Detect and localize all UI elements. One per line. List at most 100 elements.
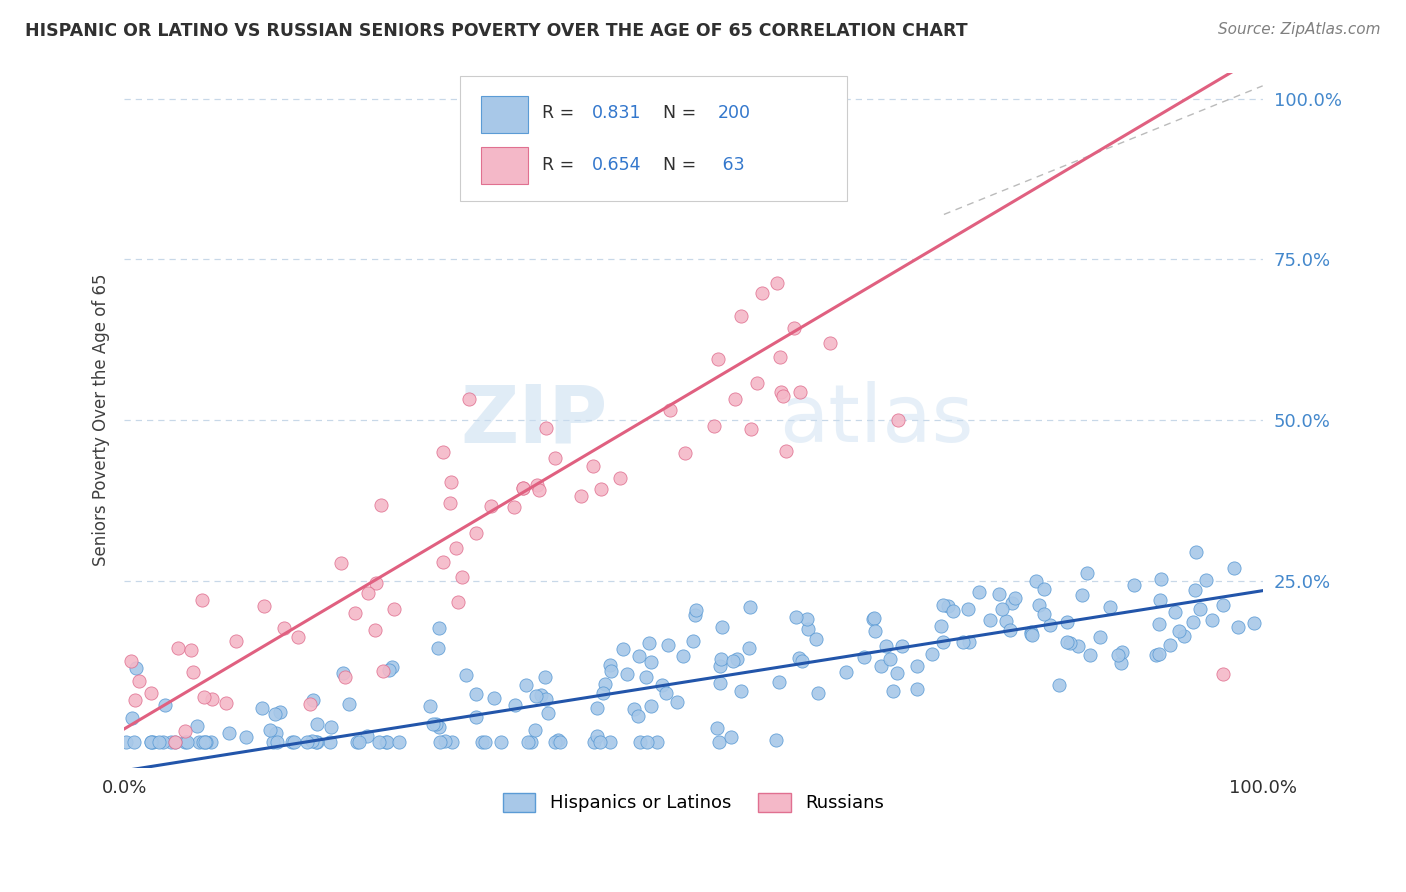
Point (419, 698, 441, 713)
Point (710, 652, 733, 666)
Text: N =: N = (662, 104, 696, 122)
Point (599, 658, 621, 673)
Point (474, 735, 496, 749)
Point (818, 336, 841, 351)
Point (775, 443, 797, 458)
Point (1150, 572, 1173, 586)
Point (1028, 599, 1050, 613)
Point (190, 592, 212, 607)
Point (1182, 615, 1205, 630)
Point (807, 686, 830, 700)
Point (862, 612, 884, 626)
Point (388, 735, 411, 749)
Point (991, 602, 1014, 616)
Point (464, 710, 486, 724)
Point (176, 735, 198, 749)
Point (682, 634, 704, 648)
Point (142, 735, 165, 749)
Point (967, 585, 990, 599)
Point (1056, 635, 1078, 649)
Point (1159, 638, 1181, 652)
Point (115, 735, 138, 749)
Point (343, 606, 366, 620)
Point (370, 498, 392, 512)
FancyBboxPatch shape (481, 96, 529, 134)
Point (740, 422, 762, 436)
Point (1149, 593, 1171, 607)
Point (523, 124, 546, 138)
Point (1019, 627, 1042, 641)
Point (1032, 582, 1054, 596)
Point (139, 686, 162, 700)
Point (585, 701, 607, 715)
Point (356, 729, 378, 743)
Point (673, 446, 696, 460)
Text: R =: R = (543, 156, 579, 174)
Point (1189, 601, 1212, 615)
Point (1147, 616, 1170, 631)
Point (299, 697, 322, 711)
Point (427, 720, 450, 734)
Point (769, 385, 792, 400)
Point (1107, 648, 1129, 662)
Point (425, 717, 447, 731)
Point (628, 735, 651, 749)
Point (287, 630, 309, 644)
Point (887, 413, 910, 427)
Point (201, 692, 224, 706)
Text: 0.831: 0.831 (592, 104, 641, 122)
Point (929, 619, 952, 633)
Point (194, 735, 217, 749)
Point (464, 687, 486, 701)
Point (432, 445, 454, 459)
Point (148, 735, 170, 749)
Point (707, 735, 730, 749)
Text: HISPANIC OR LATINO VS RUSSIAN SENIORS POVERTY OVER THE AGE OF 65 CORRELATION CHA: HISPANIC OR LATINO VS RUSSIAN SENIORS PO… (25, 22, 967, 40)
Point (319, 720, 342, 734)
Point (783, 321, 806, 335)
Point (544, 735, 567, 749)
Point (879, 652, 901, 666)
Point (585, 729, 607, 743)
Point (995, 614, 1018, 628)
Point (266, 735, 288, 749)
Point (283, 735, 305, 749)
Point (422, 716, 444, 731)
Point (364, 575, 387, 590)
Text: atlas: atlas (779, 381, 973, 459)
Point (479, 499, 502, 513)
Point (253, 599, 276, 614)
Point (591, 483, 613, 497)
Point (766, 276, 789, 290)
Point (870, 658, 893, 673)
Point (672, 649, 695, 664)
Point (305, 716, 328, 731)
Point (280, 735, 302, 749)
Point (645, 735, 668, 749)
Point (612, 642, 634, 657)
Point (1047, 678, 1070, 692)
Point (792, 654, 814, 668)
Point (592, 686, 614, 700)
Text: 0.654: 0.654 (592, 156, 641, 174)
Point (720, 731, 742, 745)
Point (264, 706, 287, 721)
Point (1212, 667, 1234, 681)
Point (432, 555, 454, 569)
Point (429, 735, 451, 749)
Y-axis label: Seniors Poverty Over the Age of 65: Seniors Poverty Over the Age of 65 (93, 274, 110, 566)
Point (804, 632, 827, 646)
Point (318, 735, 340, 749)
Point (709, 658, 731, 673)
Point (797, 622, 820, 636)
Point (263, 735, 285, 749)
Point (364, 623, 387, 637)
Point (180, 642, 202, 657)
Point (1168, 624, 1191, 638)
Point (724, 392, 747, 406)
Point (536, 421, 558, 435)
Point (616, 666, 638, 681)
Point (706, 721, 728, 735)
Point (215, 696, 238, 710)
Point (640, 698, 662, 713)
